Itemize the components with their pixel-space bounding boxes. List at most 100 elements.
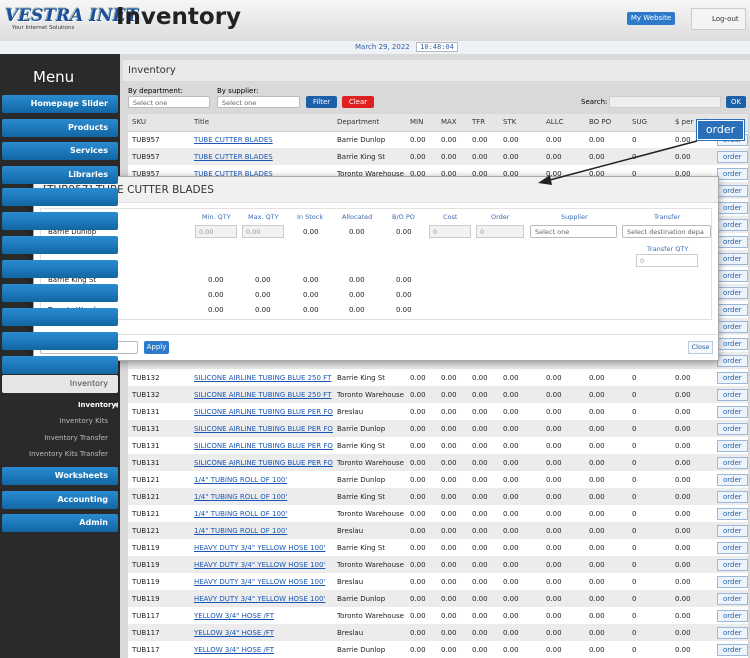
modal-column-header: In Stock	[297, 213, 324, 221]
order-button[interactable]: order	[717, 337, 748, 350]
max-input[interactable]: 0.00	[242, 225, 284, 238]
submenu-item[interactable]: Inventory	[77, 401, 116, 409]
order-button[interactable]: order	[717, 626, 748, 639]
title-link[interactable]: YELLOW 3/4" HOSE /FT	[190, 641, 333, 658]
title-link[interactable]: SILICONE AIRLINE TUBING BLUE PER FOOT	[190, 403, 333, 420]
order-button[interactable]: order	[717, 575, 748, 588]
order-button[interactable]: order	[717, 167, 748, 180]
title-link[interactable]: YELLOW 3/4" HOSE /FT	[190, 624, 333, 641]
order-button[interactable]: order	[717, 218, 748, 231]
clear-button[interactable]: Clear	[342, 96, 374, 108]
title-link[interactable]: 1/4" TUBING ROLL OF 100'	[190, 505, 333, 522]
title-link[interactable]: SILICONE AIRLINE TUBING BLUE PER FOOT	[190, 420, 333, 437]
submenu-item[interactable]: Inventory Kits	[59, 417, 108, 426]
title-link[interactable]: SILICONE AIRLINE TUBING BLUE 250 FT	[190, 386, 333, 403]
cell: 0.00	[542, 454, 585, 471]
cost-input[interactable]: 0	[429, 225, 471, 238]
order-button[interactable]: order	[717, 507, 748, 520]
cell: 0.00	[437, 131, 468, 148]
title-link[interactable]: TUBE CUTTER BLADES	[190, 131, 333, 148]
table-row: TUB121 1/4" TUBING ROLL OF 100' Barrie Kin…	[128, 488, 748, 505]
order-button[interactable]: order	[717, 252, 748, 265]
menu-item[interactable]: Libraries	[2, 165, 118, 184]
order-button[interactable]: order	[717, 150, 748, 163]
title-link[interactable]: YELLOW 3/4" HOSE /FT	[190, 607, 333, 624]
action-cell: order	[713, 148, 748, 165]
title-link[interactable]: 1/4" TUBING ROLL OF 100'	[190, 522, 333, 539]
cell: Toronto Warehouse	[333, 607, 406, 624]
modal	[33, 176, 719, 361]
cell: 0	[628, 522, 671, 539]
filter-button[interactable]: Filter	[306, 96, 337, 108]
title-link[interactable]: HEAVY DUTY 3/4" YELLOW HOSE 100'	[190, 539, 333, 556]
apply-button[interactable]: Apply	[144, 341, 169, 354]
order-button[interactable]: order	[717, 388, 748, 401]
order-input[interactable]: 0	[476, 225, 524, 238]
menu-item[interactable]: Products	[2, 118, 118, 137]
order-button[interactable]: order	[717, 558, 748, 571]
order-button[interactable]: order	[717, 303, 748, 316]
cell: TUB957	[128, 131, 190, 148]
cell: 0.00	[468, 505, 499, 522]
menu-item[interactable]: Worksheets	[2, 467, 118, 485]
action-cell: order	[713, 182, 748, 199]
order-button[interactable]: order	[717, 269, 748, 282]
transfer-qty-input[interactable]: 0	[636, 254, 698, 267]
title-link[interactable]: SILICONE AIRLINE TUBING BLUE PER FOOT	[190, 437, 333, 454]
logout-button[interactable]: Log-out	[691, 8, 746, 30]
order-button[interactable]: order	[717, 473, 748, 486]
order-button[interactable]: order	[717, 405, 748, 418]
cell: 0.00	[468, 624, 499, 641]
column-header: MAX	[437, 114, 468, 132]
close-button[interactable]: Close	[688, 341, 713, 354]
title-link[interactable]: HEAVY DUTY 3/4" YELLOW HOSE 100'	[190, 556, 333, 573]
min-input[interactable]: 0.00	[195, 225, 237, 238]
menu-item[interactable]: Homepage Slider	[2, 95, 118, 113]
title-link[interactable]: TUBE CUTTER BLADES	[190, 148, 333, 165]
cell: TUB119	[128, 590, 190, 607]
action-cell: order	[713, 318, 748, 335]
cell: TUB119	[128, 573, 190, 590]
supplier-select[interactable]: Select one	[217, 96, 300, 108]
date: March 29, 2022	[355, 43, 410, 51]
search-input[interactable]	[609, 96, 721, 108]
transfer-select[interactable]: Select destination depa	[622, 225, 711, 238]
order-button[interactable]: order	[717, 541, 748, 554]
menu-item[interactable]: Accounting	[2, 490, 118, 509]
cell: 0.00	[499, 641, 542, 658]
order-button[interactable]: order	[717, 490, 748, 503]
order-button[interactable]: order	[717, 592, 748, 605]
title-link[interactable]: HEAVY DUTY 3/4" YELLOW HOSE 100'	[190, 590, 333, 607]
menu-active[interactable]: Inventory	[2, 375, 118, 393]
submenu-item[interactable]: Inventory Kits Transfer	[29, 449, 108, 458]
search-label: Search:	[581, 98, 608, 106]
menu-item[interactable]: Admin	[2, 514, 118, 532]
department: Barrie Dunlop	[48, 228, 97, 236]
title-link[interactable]: HEAVY DUTY 3/4" YELLOW HOSE 100'	[190, 573, 333, 590]
cell: 0	[628, 131, 671, 148]
cell: 0.00	[542, 369, 585, 386]
submenu-item[interactable]: Inventory Transfer	[44, 433, 108, 442]
order-button[interactable]: order	[717, 371, 748, 384]
title-link[interactable]: 1/4" TUBING ROLL OF 100'	[190, 471, 333, 488]
table-row: TUB957 TUBE CUTTER BLADES Barrie Dunlop 0.0…	[128, 131, 748, 148]
order-button[interactable]: order	[717, 643, 748, 656]
supplier-select[interactable]: Select one	[530, 225, 617, 238]
order-button[interactable]: order	[717, 456, 748, 469]
order-button[interactable]: order	[717, 609, 748, 622]
title-link[interactable]: SILICONE AIRLINE TUBING BLUE 250 FT	[190, 369, 333, 386]
order-button[interactable]: order	[717, 286, 748, 299]
value: 0.00	[303, 228, 319, 236]
my-website-button[interactable]: My Website	[627, 12, 675, 25]
order-button[interactable]: order	[717, 524, 748, 537]
order-button[interactable]: order	[717, 439, 748, 452]
order-button[interactable]: order	[717, 422, 748, 435]
cell: Barrie Dunlop	[333, 420, 406, 437]
title-link[interactable]: SILICONE AIRLINE TUBING BLUE PER FOOT	[190, 454, 333, 471]
title-link[interactable]: 1/4" TUBING ROLL OF 100'	[190, 488, 333, 505]
menu-item[interactable]: Services	[2, 142, 118, 160]
dept-select[interactable]: Select one	[128, 96, 210, 108]
ok-button[interactable]: OK	[726, 96, 746, 108]
value: 0.00	[255, 291, 271, 299]
order-button[interactable]: order	[717, 354, 748, 367]
